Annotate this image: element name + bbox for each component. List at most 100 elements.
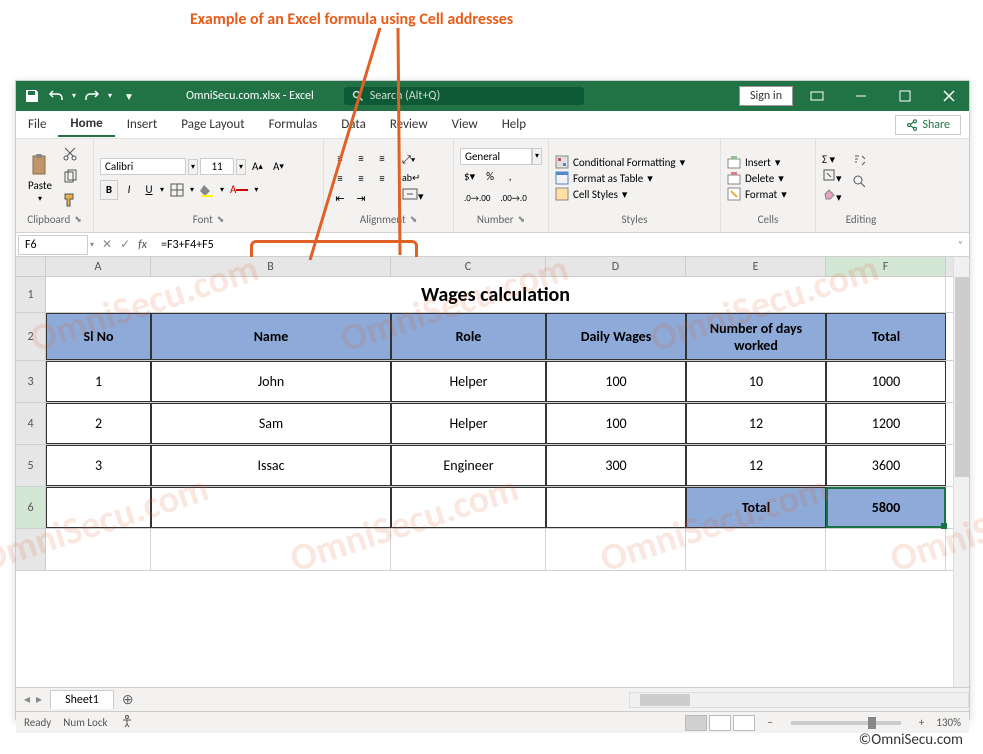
name-box[interactable]: F6 xyxy=(18,235,88,255)
cell-a3[interactable]: 1 xyxy=(46,361,151,402)
conditional-formatting-button[interactable]: Conditional Formatting ▾ xyxy=(555,155,685,169)
cell-f7[interactable] xyxy=(826,529,946,570)
select-all-corner[interactable] xyxy=(16,257,46,276)
cell-b7[interactable] xyxy=(151,529,391,570)
align-middle-icon[interactable]: ≡ xyxy=(351,149,371,167)
qat-customize-icon[interactable]: ▼ xyxy=(120,90,138,103)
zoom-in-icon[interactable]: + xyxy=(919,716,924,729)
page-layout-view-icon[interactable] xyxy=(709,715,731,731)
row-1[interactable]: 1 Wages calculation xyxy=(16,277,969,313)
col-header-a[interactable]: A xyxy=(46,257,151,276)
header-name[interactable]: Name xyxy=(151,313,391,360)
formula-cancel-icon[interactable]: ✕ xyxy=(102,237,112,252)
accessibility-icon[interactable] xyxy=(120,714,134,731)
undo-icon[interactable] xyxy=(48,88,64,104)
zoom-slider[interactable] xyxy=(791,721,901,725)
col-header-d[interactable]: D xyxy=(546,257,686,276)
tab-nav-next-icon[interactable]: ▸ xyxy=(36,692,42,707)
menu-help[interactable]: Help xyxy=(490,113,538,136)
header-total[interactable]: Total xyxy=(826,313,946,360)
maximize-icon[interactable] xyxy=(885,81,925,111)
autosum-icon[interactable]: Σ ▾ xyxy=(822,153,842,166)
header-wages[interactable]: Daily Wages xyxy=(546,313,686,360)
cell-d5[interactable]: 300 xyxy=(546,445,686,486)
close-icon[interactable] xyxy=(929,81,969,111)
percent-icon[interactable]: % xyxy=(481,167,499,187)
paste-button[interactable]: Paste ▾ xyxy=(22,149,58,208)
row-6[interactable]: 6 Total 5800 xyxy=(16,487,969,529)
expand-formula-bar-icon[interactable]: ˅ xyxy=(952,238,969,251)
merge-icon[interactable]: ▾ xyxy=(402,188,424,203)
fill-icon[interactable]: ▾ xyxy=(822,168,842,185)
row-4[interactable]: 4 2 Sam Helper 100 12 1200 xyxy=(16,403,969,445)
undo-dropdown-icon[interactable]: ▾ xyxy=(72,91,76,101)
spreadsheet-grid[interactable]: A B C D E F 1 Wages calculation 2 Sl No … xyxy=(16,257,969,687)
cell-c6[interactable] xyxy=(391,487,546,528)
header-days[interactable]: Number of days worked xyxy=(686,313,826,360)
font-name-dropdown[interactable]: Calibri xyxy=(100,158,186,175)
borders-icon[interactable] xyxy=(166,180,188,200)
cell-b4[interactable]: Sam xyxy=(151,403,391,444)
redo-icon[interactable] xyxy=(84,88,100,104)
sheet-tab-active[interactable]: Sheet1 xyxy=(50,690,114,709)
currency-icon[interactable]: $▾ xyxy=(460,167,479,187)
cell-d6[interactable] xyxy=(546,487,686,528)
clipboard-launcher-icon[interactable]: ⬊ xyxy=(74,214,82,225)
row-5[interactable]: 5 3 Issac Engineer 300 12 3600 xyxy=(16,445,969,487)
cell-a5[interactable]: 3 xyxy=(46,445,151,486)
cell-b6[interactable] xyxy=(151,487,391,528)
font-launcher-icon[interactable]: ⬊ xyxy=(217,214,225,225)
normal-view-icon[interactable] xyxy=(685,715,707,731)
menu-data[interactable]: Data xyxy=(329,113,378,136)
ribbon-display-icon[interactable] xyxy=(797,81,837,111)
cell-d4[interactable]: 100 xyxy=(546,403,686,444)
alignment-launcher-icon[interactable]: ⬊ xyxy=(410,214,418,225)
search-box[interactable]: Search (Alt+Q) xyxy=(344,87,584,105)
menu-view[interactable]: View xyxy=(440,113,490,136)
clear-icon[interactable]: ▾ xyxy=(822,187,842,204)
row-3[interactable]: 3 1 John Helper 100 10 1000 xyxy=(16,361,969,403)
cell-c4[interactable]: Helper xyxy=(391,403,546,444)
menu-home[interactable]: Home xyxy=(58,112,114,137)
fx-icon[interactable]: fx xyxy=(138,238,147,252)
row-header-6[interactable]: 6 xyxy=(16,487,46,528)
row-2[interactable]: 2 Sl No Name Role Daily Wages Number of … xyxy=(16,313,969,361)
cell-c5[interactable]: Engineer xyxy=(391,445,546,486)
row-7[interactable] xyxy=(16,529,969,571)
cell-d3[interactable]: 100 xyxy=(546,361,686,402)
col-header-e[interactable]: E xyxy=(686,257,826,276)
cell-c7[interactable] xyxy=(391,529,546,570)
signin-button[interactable]: Sign in xyxy=(739,86,793,106)
underline-button[interactable]: U xyxy=(140,180,158,200)
format-cells-button[interactable]: Format ▾ xyxy=(727,187,787,201)
format-painter-icon[interactable] xyxy=(62,192,78,211)
horizontal-scrollbar[interactable] xyxy=(629,692,969,708)
cell-e3[interactable]: 10 xyxy=(686,361,826,402)
row-header-5[interactable]: 5 xyxy=(16,445,46,486)
vertical-scrollbar[interactable] xyxy=(953,257,969,687)
cell-f4[interactable]: 1200 xyxy=(826,403,946,444)
cell-e5[interactable]: 12 xyxy=(686,445,826,486)
menu-file[interactable]: File xyxy=(16,113,58,136)
cell-a4[interactable]: 2 xyxy=(46,403,151,444)
row-header-7[interactable] xyxy=(16,529,46,570)
cell-b5[interactable]: Issac xyxy=(151,445,391,486)
menu-page-layout[interactable]: Page Layout xyxy=(169,113,256,136)
align-right-icon[interactable]: ≡ xyxy=(372,169,392,187)
share-button[interactable]: Share xyxy=(895,115,961,135)
number-launcher-icon[interactable]: ⬊ xyxy=(518,214,526,225)
cell-f6-total-value[interactable]: 5800 xyxy=(826,487,946,528)
cell-e7[interactable] xyxy=(686,529,826,570)
row-header-1[interactable]: 1 xyxy=(16,277,46,312)
page-break-view-icon[interactable] xyxy=(733,715,755,731)
title-cell[interactable]: Wages calculation xyxy=(46,277,946,312)
cell-a6[interactable] xyxy=(46,487,151,528)
zoom-slider-thumb[interactable] xyxy=(868,717,876,729)
header-slno[interactable]: Sl No xyxy=(46,313,151,360)
menu-insert[interactable]: Insert xyxy=(115,113,170,136)
wrap-text-icon[interactable]: ab↵ xyxy=(402,171,424,184)
cell-styles-button[interactable]: Cell Styles ▾ xyxy=(555,187,685,201)
cell-f5[interactable]: 3600 xyxy=(826,445,946,486)
decrease-decimal-icon[interactable]: .00→.0 xyxy=(496,189,530,209)
formula-input[interactable]: =F3+F4+F5 xyxy=(155,236,952,254)
